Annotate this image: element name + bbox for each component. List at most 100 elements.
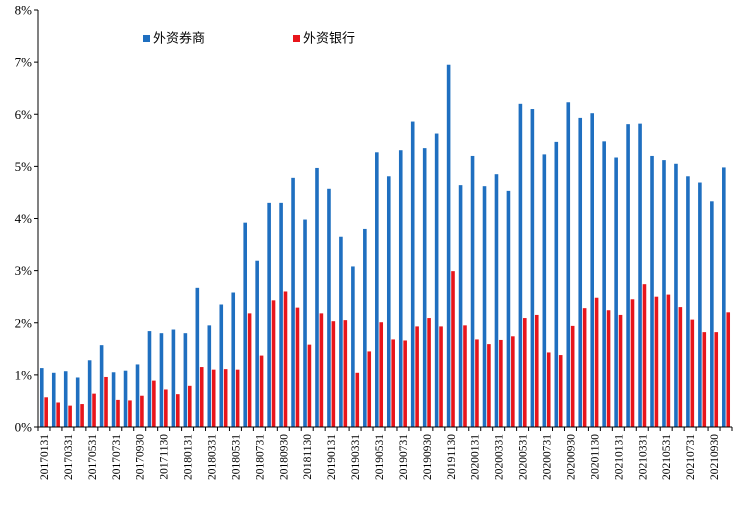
bar-waizi-quanshang-2018-09 (279, 202, 283, 427)
bar-waizi-yinhang-2020-10 (582, 308, 587, 427)
bar-waizi-yinhang-2019-09 (427, 318, 431, 427)
bar-waizi-quanshang-2018-07 (255, 260, 259, 427)
bar-waizi-quanshang-2020-02 (482, 186, 487, 427)
bar-waizi-quanshang-2020-11 (590, 113, 594, 428)
x-tick-label: 20180331 (207, 434, 219, 480)
bar-waizi-quanshang-2020-12 (602, 141, 606, 427)
x-tick-label: 20200930 (565, 434, 577, 480)
legend: 外资券商 外资银行 (143, 31, 355, 47)
legend-label-waizi-yinhang: 外资银行 (303, 32, 355, 47)
x-tick-label: 20200731 (542, 434, 554, 480)
x-tick-label: 20171130 (159, 434, 171, 480)
x-tick-label: 20170131 (39, 434, 51, 480)
bar-waizi-quanshang-2017-02 (51, 372, 56, 427)
bar-waizi-yinhang-2017-11 (164, 389, 168, 427)
bar-waizi-yinhang-2019-10 (439, 326, 443, 427)
bar-waizi-quanshang-2020-07 (542, 154, 547, 427)
bar-waizi-yinhang-2021-05 (666, 294, 671, 427)
bar-waizi-yinhang-2020-02 (487, 344, 491, 427)
bar-waizi-quanshang-2018-03 (207, 325, 212, 427)
bar-waizi-yinhang-2019-12 (463, 325, 467, 427)
bar-waizi-yinhang-2018-03 (211, 369, 216, 427)
bar-waizi-quanshang-2017-06 (99, 345, 104, 427)
y-tick-label: 7% (15, 55, 33, 70)
y-tick-label: 0% (15, 420, 33, 435)
x-tick-label: 20210930 (709, 434, 721, 480)
bar-waizi-quanshang-2021-02 (626, 124, 630, 428)
bar-waizi-quanshang-2019-01 (327, 188, 331, 427)
bar-waizi-yinhang-2017-06 (104, 376, 108, 427)
x-tick-label: 20200531 (518, 434, 530, 480)
bar-waizi-yinhang-2020-08 (558, 355, 563, 427)
bar-waizi-quanshang-2017-07 (111, 372, 116, 427)
bar-waizi-yinhang-2019-11 (451, 271, 455, 427)
bar-waizi-quanshang-2021-01 (614, 157, 618, 427)
bar-waizi-yinhang-2021-02 (630, 299, 635, 427)
bar-waizi-quanshang-2017-03 (63, 371, 68, 427)
bar-waizi-yinhang-2019-06 (391, 339, 395, 427)
bar-waizi-quanshang-2018-01 (183, 333, 188, 427)
bar-waizi-yinhang-2017-03 (68, 405, 72, 427)
y-tick-label: 6% (15, 107, 33, 122)
bar-waizi-quanshang-2019-06 (386, 176, 391, 427)
bar-waizi-yinhang-2020-09 (570, 325, 575, 427)
bar-waizi-quanshang-2017-04 (75, 377, 80, 427)
x-tick-label: 20200131 (470, 434, 482, 480)
y-tick-label: 1% (15, 367, 33, 382)
bar-waizi-quanshang-2019-12 (458, 185, 463, 427)
bar-waizi-yinhang-2019-05 (379, 322, 384, 427)
bar-waizi-quanshang-2017-05 (87, 360, 92, 427)
bar-waizi-quanshang-2018-12 (315, 167, 319, 427)
x-tick-label: 20170731 (111, 434, 123, 480)
bar-waizi-quanshang-2020-09 (566, 102, 571, 427)
bar-waizi-yinhang-2018-11 (307, 344, 312, 427)
bar-waizi-quanshang-2017-01 (39, 368, 44, 427)
series-waizi-yinhang-bars (44, 271, 731, 427)
bar-waizi-quanshang-2021-09 (710, 201, 714, 427)
bar-waizi-quanshang-2017-12 (171, 329, 176, 427)
axes: 0%1%2%3%4%5%6%7%8% 20170131 20170331 20170… (15, 3, 733, 480)
x-tick-label: 20180531 (230, 434, 242, 480)
bar-waizi-quanshang-2019-02 (339, 236, 343, 427)
x-tick-label: 20181130 (302, 434, 314, 480)
bar-waizi-yinhang-2018-01 (187, 385, 192, 427)
x-tick-label: 20190131 (326, 434, 338, 480)
y-tick-label: 3% (15, 263, 33, 278)
bar-waizi-yinhang-2017-09 (140, 395, 144, 427)
bar-waizi-quanshang-2021-06 (674, 163, 678, 427)
bar-waizi-yinhang-2018-12 (319, 313, 324, 427)
x-tick-label: 20190531 (374, 434, 386, 480)
bar-waizi-quanshang-2017-11 (159, 333, 164, 427)
x-axis-ticks: 20170131 20170331 20170531 20170731 20170930… (37, 427, 733, 480)
bar-waizi-yinhang-2018-02 (199, 367, 204, 427)
bar-waizi-quanshang-2018-02 (195, 287, 200, 427)
bar-waizi-quanshang-2019-04 (363, 228, 367, 427)
bar-waizi-yinhang-2020-03 (499, 339, 503, 427)
y-tick-label: 8% (15, 3, 33, 18)
x-tick-label: 20210531 (661, 434, 673, 480)
bar-waizi-quanshang-2019-08 (410, 121, 415, 428)
bar-waizi-yinhang-2018-05 (235, 369, 240, 427)
bar-waizi-yinhang-2019-07 (403, 340, 407, 427)
bar-waizi-yinhang-2020-05 (523, 318, 527, 427)
bar-waizi-yinhang-2020-06 (534, 314, 539, 427)
bar-waizi-quanshang-2020-08 (554, 141, 559, 427)
bar-waizi-yinhang-2021-09 (714, 332, 719, 427)
bar-waizi-yinhang-2018-07 (259, 355, 264, 427)
x-tick-label: 20191130 (446, 434, 458, 480)
bar-waizi-quanshang-2018-10 (291, 177, 295, 427)
y-tick-label: 4% (15, 211, 33, 226)
x-tick-label: 20180731 (254, 434, 266, 480)
bar-waizi-yinhang-2021-01 (618, 314, 623, 427)
bar-waizi-quanshang-2018-08 (267, 202, 271, 427)
bar-waizi-yinhang-2021-04 (654, 296, 659, 427)
bar-waizi-quanshang-2017-10 (147, 331, 152, 427)
legend-swatch-waizi-quanshang (143, 35, 150, 42)
bar-waizi-yinhang-2018-08 (271, 300, 276, 427)
bar-waizi-quanshang-2017-09 (135, 364, 140, 427)
x-tick-label: 20210131 (613, 434, 625, 480)
bar-waizi-quanshang-2020-06 (530, 109, 535, 427)
bar-waizi-yinhang-2019-03 (355, 372, 360, 427)
y-axis-ticks: 0% 1% 2% 3% 4% 5% 6% 7% 8% (15, 3, 38, 435)
